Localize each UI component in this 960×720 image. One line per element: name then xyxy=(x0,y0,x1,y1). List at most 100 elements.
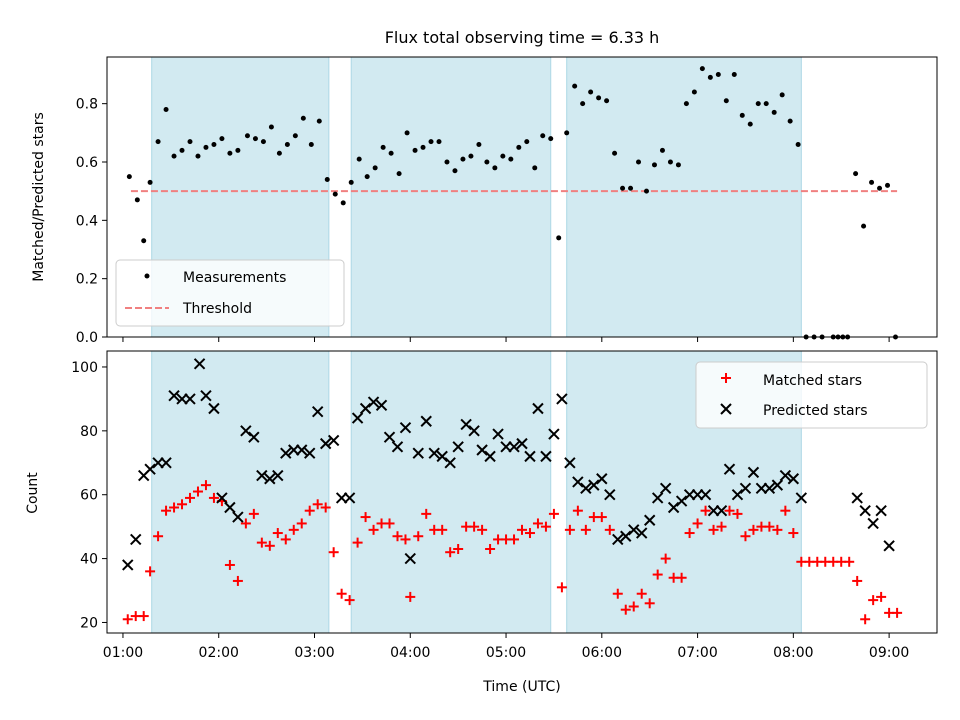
matched-star-point xyxy=(612,588,623,599)
measurement-point xyxy=(420,144,426,150)
measurement-point xyxy=(203,144,209,150)
measurement-point xyxy=(524,139,530,145)
bottom-y-axis-label: Count xyxy=(25,472,41,514)
y-tick-label: 0.0 xyxy=(76,330,98,346)
measurement-point xyxy=(268,124,274,130)
matched-star-point xyxy=(161,505,172,516)
measurement-point xyxy=(260,139,266,145)
measurement-point xyxy=(492,165,498,171)
predicted-star-point xyxy=(272,469,284,482)
predicted-star-point xyxy=(859,504,871,517)
predicted-star-point xyxy=(572,476,584,488)
predicted-star-point xyxy=(304,447,316,459)
predicted-star-point xyxy=(667,501,680,514)
matched-star-point xyxy=(644,598,655,609)
matched-star-point xyxy=(780,505,791,516)
matched-star-point xyxy=(636,588,647,599)
predicted-star-point xyxy=(351,412,364,424)
matched-star-point xyxy=(185,492,195,503)
matched-star-point xyxy=(788,528,799,539)
measurement-point xyxy=(460,156,466,162)
matched-star-point xyxy=(405,591,416,602)
x-tick-label: 02:00 xyxy=(199,645,239,661)
predicted-star-point xyxy=(556,393,568,405)
y-tick-label: 0.6 xyxy=(76,155,98,171)
predicted-star-point xyxy=(596,473,608,485)
predicted-star-point xyxy=(484,450,496,463)
predicted-star-point xyxy=(612,533,624,546)
matched-star-point xyxy=(716,521,727,532)
predicted-star-point xyxy=(779,469,792,482)
matched-star-point xyxy=(676,572,687,583)
measurement-point xyxy=(885,182,891,188)
matched-star-point xyxy=(437,524,448,535)
matched-star-point xyxy=(445,547,456,558)
measurement-point xyxy=(452,168,458,174)
chart-title: Flux total observing time = 6.33 h xyxy=(385,28,660,47)
matched-star-point xyxy=(844,556,855,567)
measurement-point xyxy=(380,144,386,150)
y-tick-label: 100 xyxy=(71,360,98,376)
predicted-star-point xyxy=(747,466,760,479)
top-legend-frame xyxy=(115,259,345,327)
measurement-point xyxy=(141,238,147,244)
predicted-star-point xyxy=(168,390,180,402)
matched-star-point xyxy=(177,499,188,510)
top-plot-frame xyxy=(106,56,938,338)
matched-star-point xyxy=(232,575,243,586)
x-axis-label: Time (UTC) xyxy=(482,679,560,695)
predicted-star-point xyxy=(184,393,196,405)
predicted-star-point xyxy=(588,479,600,491)
measurement-point xyxy=(179,147,185,153)
predicted-star-point xyxy=(628,524,640,536)
measurement-point xyxy=(596,95,602,101)
matched-star-point xyxy=(732,508,743,519)
matched-star-point xyxy=(532,518,543,529)
y-tick-label: 60 xyxy=(80,488,98,504)
predicted-star-point xyxy=(851,492,863,504)
measurement-points xyxy=(126,66,898,340)
measurement-point xyxy=(659,147,665,153)
measurement-point xyxy=(428,139,434,145)
measurement-point xyxy=(332,191,338,197)
measurement-point xyxy=(755,101,761,107)
legend-label-predicted: Predicted stars xyxy=(763,403,868,419)
measurement-point xyxy=(300,115,306,121)
y-tick-label: 0.4 xyxy=(76,213,98,229)
matched-star-point xyxy=(660,553,671,564)
predicted-star-point xyxy=(296,444,308,456)
x-tick-label: 08:00 xyxy=(773,645,813,661)
matched-star-point xyxy=(352,537,363,548)
shaded-interval xyxy=(350,56,552,338)
measurement-point xyxy=(284,142,290,147)
predicted-star-point xyxy=(343,492,356,504)
matched-star-point xyxy=(453,544,464,555)
predicted-star-point xyxy=(460,418,472,431)
matched-star-point xyxy=(892,607,903,618)
legend-marker-measurements xyxy=(144,273,150,279)
matched-star-point xyxy=(248,508,259,519)
predicted-star-point xyxy=(240,425,252,437)
measurement-point xyxy=(604,98,610,104)
top-panel: 0.00.20.40.60.8 Matched/Predicted stars … xyxy=(31,56,938,346)
matched-star-point xyxy=(876,591,887,602)
matched-star-point xyxy=(304,505,315,516)
predicted-star-point xyxy=(399,421,412,434)
predicted-star-point xyxy=(452,441,464,453)
y-tick-label: 40 xyxy=(80,552,98,568)
measurement-point xyxy=(444,159,450,165)
x-tick-label: 04:00 xyxy=(390,645,430,661)
predicted-star-point xyxy=(391,441,404,453)
measurement-point xyxy=(516,144,522,150)
measurement-point xyxy=(540,133,546,139)
matched-star-point xyxy=(421,508,432,519)
measurement-point xyxy=(532,165,538,171)
measurement-point xyxy=(588,89,594,95)
matched-star-point xyxy=(652,569,663,580)
matched-star-point xyxy=(564,524,575,535)
measurement-point xyxy=(747,121,753,127)
matched-star-point xyxy=(604,524,615,535)
top-x-ticks xyxy=(122,337,890,342)
measurement-point xyxy=(699,66,705,72)
matched-star-point xyxy=(224,559,235,570)
